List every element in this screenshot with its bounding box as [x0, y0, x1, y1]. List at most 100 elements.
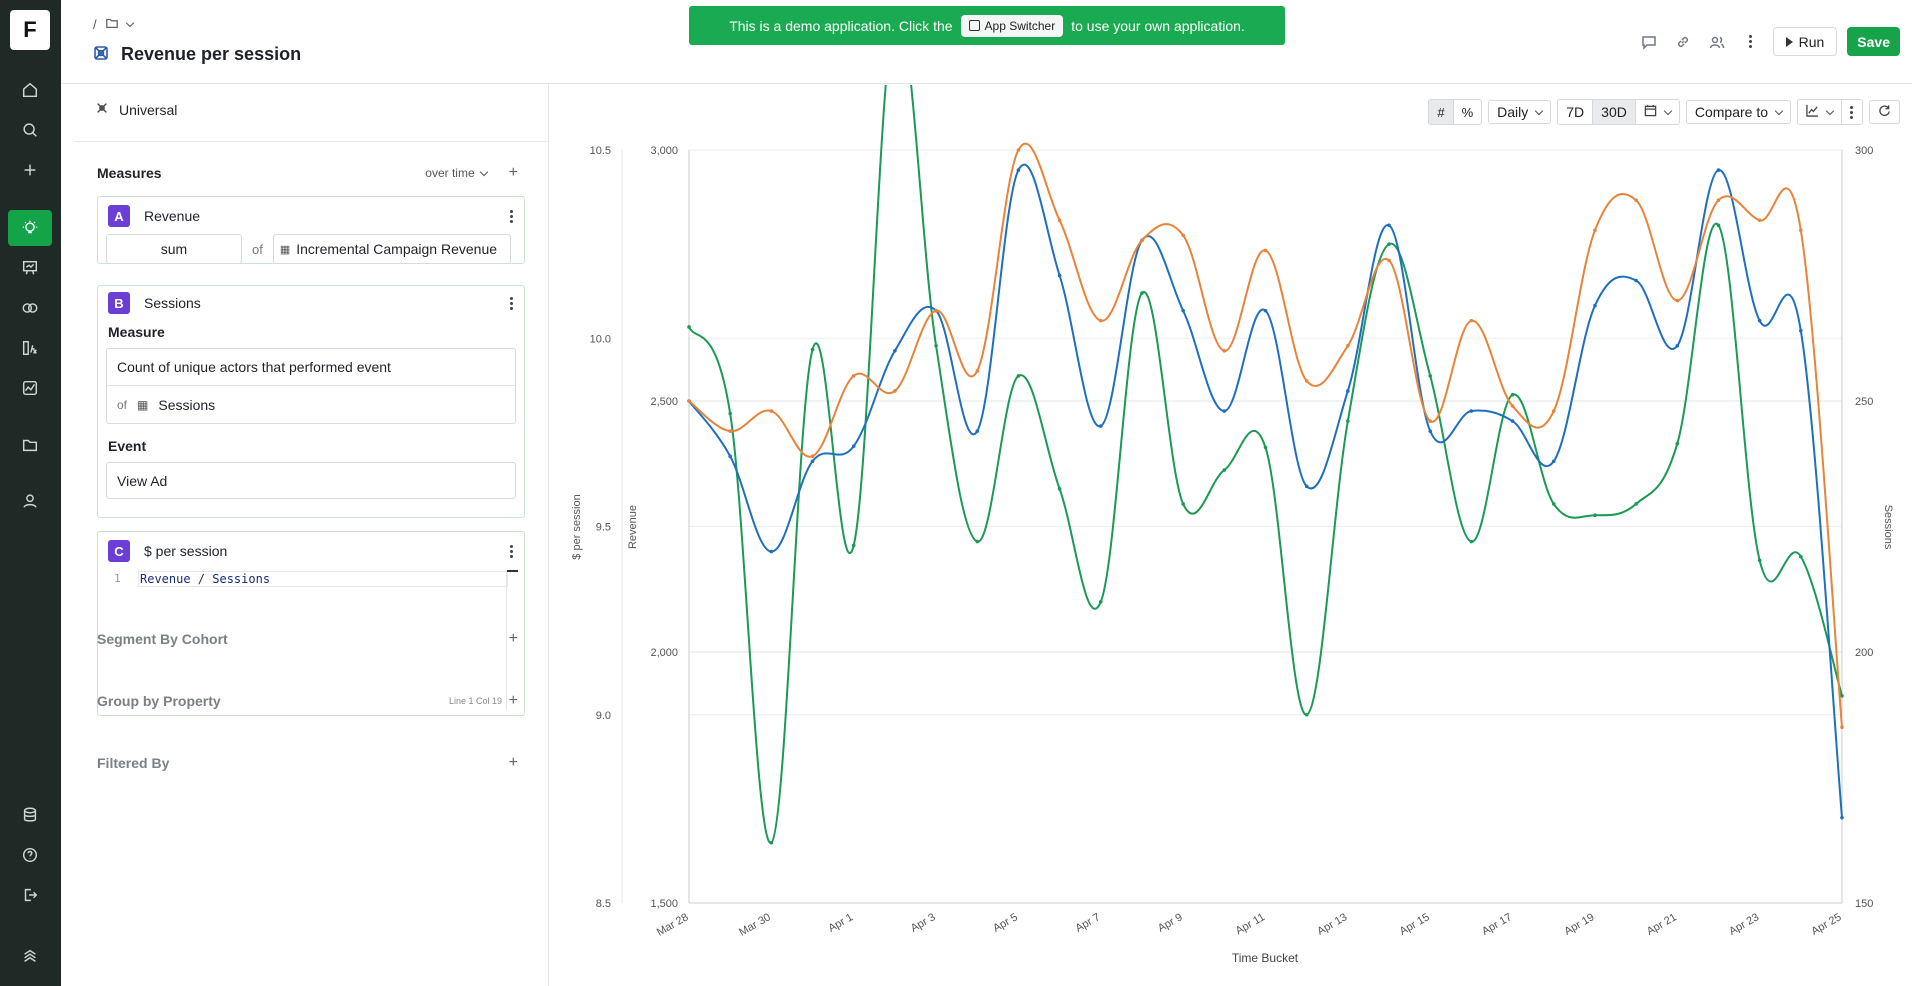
- add-filter-button[interactable]: +: [508, 754, 518, 771]
- save-button[interactable]: Save: [1847, 27, 1900, 56]
- banner-text-pre: This is a demo application. Click the: [729, 17, 953, 34]
- over-time-label: over time: [425, 166, 475, 180]
- link-icon[interactable]: [1671, 30, 1695, 54]
- run-label: Run: [1798, 33, 1825, 50]
- data-point-per_session: [1346, 419, 1350, 423]
- measure-b-menu-icon[interactable]: [510, 296, 514, 310]
- data-point-per_session: [1840, 694, 1844, 698]
- measure-c-menu-icon[interactable]: [510, 544, 514, 558]
- demo-banner: This is a demo application. Click the Ap…: [689, 6, 1285, 45]
- chart-area: # % Daily 7D 30D Compare to 10.5 10.0 9.5 9…: [550, 85, 1912, 986]
- universal-label: Universal: [119, 101, 178, 118]
- aggregation-select[interactable]: sum: [106, 234, 242, 264]
- app-logo[interactable]: F: [10, 10, 50, 50]
- editor-scrollbar[interactable]: [506, 570, 518, 710]
- data-point-sessions: [1840, 725, 1844, 730]
- app-switcher-icon: [968, 20, 980, 31]
- data-point-per_session: [1757, 558, 1762, 563]
- data-point-per_session: [1675, 441, 1680, 446]
- run-button[interactable]: Run: [1772, 27, 1838, 56]
- comment-icon[interactable]: [1637, 30, 1661, 54]
- data-point-revenue: [1098, 424, 1103, 428]
- data-point-revenue: [1510, 419, 1515, 423]
- insights-icon[interactable]: [8, 210, 52, 246]
- universal-selector[interactable]: Universal: [95, 101, 177, 118]
- measure-card-b: B Sessions Measure Count of unique actor…: [97, 285, 525, 518]
- range-7d-button[interactable]: 7D: [1558, 100, 1593, 124]
- data-icon[interactable]: [8, 797, 52, 833]
- cohorts-icon[interactable]: [8, 290, 52, 326]
- logout-icon[interactable]: [8, 877, 52, 913]
- page-title[interactable]: Revenue per session: [121, 44, 302, 64]
- series-line-sessions: [688, 142, 1843, 728]
- measure-name-b[interactable]: Sessions: [144, 295, 201, 311]
- board-icon[interactable]: [8, 250, 52, 286]
- measure-badge-c: C: [108, 540, 130, 562]
- data-point-sessions: [1263, 248, 1268, 253]
- home-icon[interactable]: [8, 72, 52, 108]
- more-options-icon: [1850, 105, 1854, 119]
- formula-icon[interactable]: [8, 330, 52, 366]
- data-point-sessions: [728, 429, 732, 433]
- over-time-dropdown[interactable]: over time: [425, 166, 488, 180]
- app-switcher-button[interactable]: App Switcher: [960, 14, 1064, 37]
- folder-icon[interactable]: [8, 427, 52, 463]
- y-axis-title-per-session: $ per session: [571, 494, 583, 559]
- percent-format-button[interactable]: %: [1452, 100, 1482, 124]
- formula-editor[interactable]: 1 Revenue / Sessions Line 1 Col 19: [106, 570, 518, 710]
- measure-a-menu-icon[interactable]: [510, 209, 514, 223]
- hash-icon: #: [1437, 104, 1445, 120]
- data-point-per_session: [1716, 223, 1721, 228]
- segment-by-cohort-row[interactable]: Segment By Cohort +: [97, 630, 518, 648]
- data-point-per_session: [1593, 513, 1597, 518]
- x-tick-label: Apr 9: [1156, 911, 1185, 935]
- user-icon[interactable]: [8, 483, 52, 519]
- percent-icon: %: [1461, 104, 1474, 120]
- data-point-revenue: [1593, 303, 1597, 308]
- event-select[interactable]: View Ad: [106, 462, 516, 499]
- group-by-property-row[interactable]: Group by Property +: [97, 692, 518, 710]
- data-point-revenue: [1840, 815, 1844, 820]
- data-point-sessions: [1387, 258, 1391, 263]
- group-by-property-label: Group by Property: [97, 693, 221, 709]
- sessions-tick-label: 300: [1855, 145, 1873, 157]
- more-options-icon[interactable]: [1739, 30, 1763, 54]
- measure-type-select[interactable]: Count of unique actors that performed ev…: [107, 349, 515, 386]
- data-point-sessions: [1551, 409, 1556, 413]
- range-30d-button[interactable]: 30D: [1592, 100, 1635, 124]
- data-point-revenue: [975, 429, 980, 433]
- folder-icon[interactable]: [105, 16, 119, 33]
- add-measure-button[interactable]: +: [508, 164, 518, 181]
- metric-select[interactable]: ▦ Incremental Campaign Revenue: [272, 234, 511, 264]
- refresh-button[interactable]: [1869, 100, 1900, 124]
- measure-badge-a: A: [108, 205, 130, 227]
- page-header: / Revenue per session This is a demo app…: [61, 0, 1912, 84]
- number-format-button[interactable]: #: [1429, 100, 1453, 124]
- sessions-tick-label: 150: [1855, 898, 1873, 910]
- compare-to-dropdown[interactable]: Compare to: [1685, 100, 1791, 124]
- search-icon[interactable]: [8, 112, 52, 148]
- metrics-icon[interactable]: [8, 370, 52, 406]
- plus-icon[interactable]: [8, 152, 52, 188]
- data-point-sessions: [1304, 379, 1309, 383]
- share-users-icon[interactable]: [1705, 30, 1729, 54]
- add-group-button[interactable]: +: [508, 692, 518, 709]
- data-point-revenue: [1428, 429, 1433, 433]
- data-point-sessions: [934, 308, 938, 313]
- add-segment-button[interactable]: +: [508, 630, 518, 647]
- help-icon[interactable]: [8, 837, 52, 873]
- per-session-tick-label: 10.0: [590, 333, 611, 345]
- granularity-dropdown[interactable]: Daily: [1488, 100, 1552, 124]
- chart-type-dropdown[interactable]: [1798, 100, 1841, 124]
- data-point-per_session: [1634, 502, 1638, 506]
- line-chart: 10.5 10.0 9.5 9.0 8.5 3,000 2,500 2,000 1,500 300…: [571, 85, 1894, 965]
- date-picker-button[interactable]: [1634, 100, 1679, 124]
- measure-name-c[interactable]: $ per session: [144, 543, 228, 559]
- filtered-by-row[interactable]: Filtered By +: [97, 754, 518, 772]
- chevron-down-icon[interactable]: [125, 18, 134, 28]
- sessions-tick-label: 250: [1855, 396, 1873, 408]
- measure-name-a[interactable]: Revenue: [144, 208, 201, 224]
- chart-menu-button[interactable]: [1841, 100, 1862, 124]
- cursor-position: Line 1 Col 19: [448, 696, 502, 706]
- event-source-select[interactable]: of ▦ Sessions: [107, 386, 515, 423]
